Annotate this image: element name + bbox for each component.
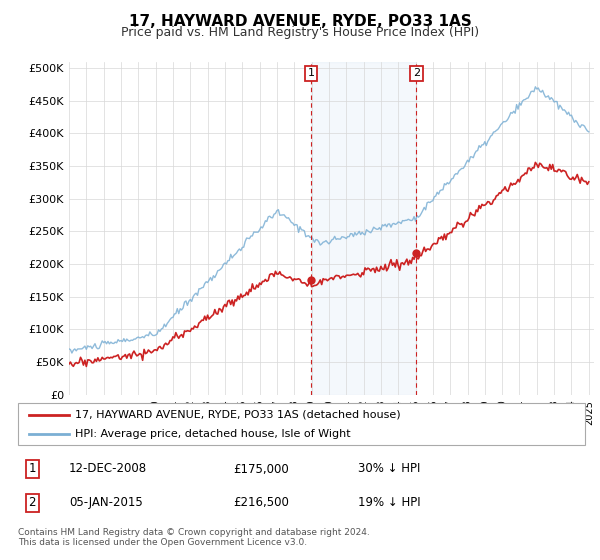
Text: 2: 2 <box>413 68 420 78</box>
Text: 30% ↓ HPI: 30% ↓ HPI <box>358 463 421 475</box>
Text: 1: 1 <box>28 463 36 475</box>
Text: £216,500: £216,500 <box>233 496 289 509</box>
Text: HPI: Average price, detached house, Isle of Wight: HPI: Average price, detached house, Isle… <box>74 429 350 439</box>
Bar <box>311 62 416 395</box>
Text: 1: 1 <box>307 68 314 78</box>
Text: 05-JAN-2015: 05-JAN-2015 <box>69 496 143 509</box>
Text: 12-DEC-2008: 12-DEC-2008 <box>69 463 147 475</box>
Text: Price paid vs. HM Land Registry's House Price Index (HPI): Price paid vs. HM Land Registry's House … <box>121 26 479 39</box>
Text: 2: 2 <box>28 496 36 509</box>
Text: 17, HAYWARD AVENUE, RYDE, PO33 1AS (detached house): 17, HAYWARD AVENUE, RYDE, PO33 1AS (deta… <box>74 409 400 419</box>
Text: 17, HAYWARD AVENUE, RYDE, PO33 1AS: 17, HAYWARD AVENUE, RYDE, PO33 1AS <box>128 14 472 29</box>
Text: 19% ↓ HPI: 19% ↓ HPI <box>358 496 421 509</box>
Text: £175,000: £175,000 <box>233 463 289 475</box>
Text: Contains HM Land Registry data © Crown copyright and database right 2024.
This d: Contains HM Land Registry data © Crown c… <box>18 528 370 548</box>
